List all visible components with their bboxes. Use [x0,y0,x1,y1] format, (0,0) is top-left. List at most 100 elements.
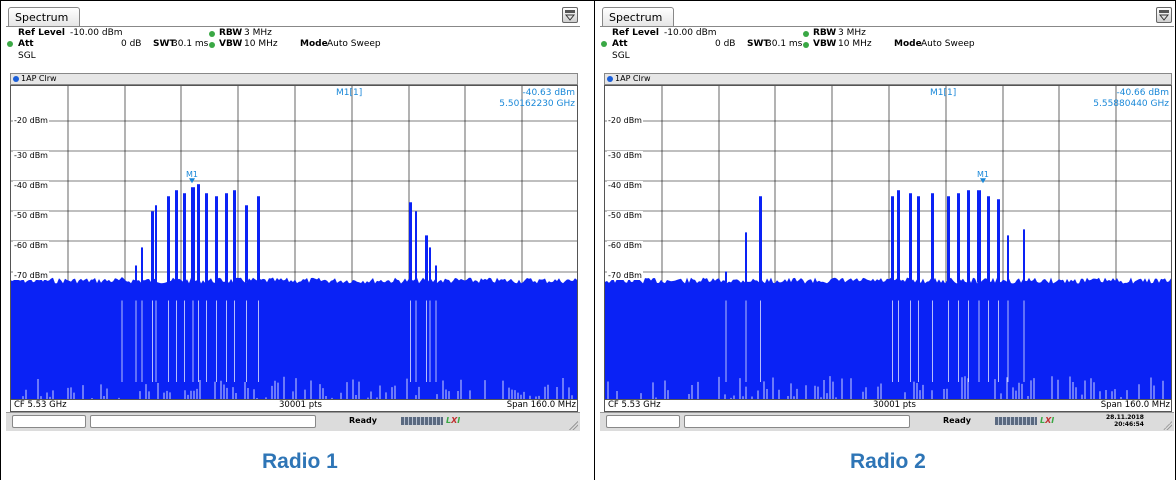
settings-header: Ref Level -10.00 dBm Att 0 dB SWT 30.1 m… [6,27,580,73]
signal-peak [947,196,950,283]
vbw-value[interactable]: 10 MHz [244,39,278,49]
date-time: 28.11.2018 20:46:54 [1106,414,1144,428]
y-axis-label: -40 dBm [13,181,49,190]
vbw-label: VBW [219,39,243,49]
resize-grip-icon[interactable] [1162,420,1172,430]
marker-readout: -40.66 dBm 5.55880440 GHz [1093,88,1169,110]
ref-level-value[interactable]: -10.00 dBm [664,28,717,38]
signal-peak [1023,229,1025,283]
progress-bar [401,417,443,425]
swt-value[interactable]: 30.1 ms [766,39,803,49]
att-value[interactable]: 0 dB [715,39,736,49]
status-message-field[interactable] [90,415,316,428]
spectrum-plot[interactable]: -20 dBm -30 dBm -40 dBm -50 dBm -60 dBm … [10,85,578,412]
status-bar: Ready LXI 28.11.2018 20:46:54 [600,412,1174,431]
settings-header: Ref Level -10.00 dBm Att 0 dB SWT 30.1 m… [600,27,1174,73]
marker-frequency: 5.50162230 GHz [499,99,575,109]
caption-radio-2: Radio 2 [850,450,926,473]
y-axis-label: -70 dBm [13,271,49,280]
signal-peak [233,190,236,283]
status-field[interactable] [606,415,680,428]
progress-bar [995,417,1037,425]
marker-name: M1[1] [930,88,957,98]
signal-peak [745,232,747,283]
signal-peak [245,205,248,283]
signal-peak [197,184,200,283]
signal-peak [909,193,912,283]
signal-peak [917,196,920,283]
swt-label: SWT [747,39,770,49]
mode-value[interactable]: Auto Sweep [921,39,975,49]
signal-peak [435,265,437,283]
status-ready: Ready [349,416,377,425]
y-axis-label: -30 dBm [607,151,643,160]
tab-spectrum[interactable]: Spectrum [602,7,674,26]
signal-peak [409,202,412,283]
rbw-label: RBW [219,28,243,38]
center-frequency[interactable]: CF 5.53 GHz [608,400,661,410]
signal-peak [429,247,431,283]
signal-peak [121,277,123,283]
mode-value[interactable]: Auto Sweep [327,39,381,49]
status-message-field[interactable] [684,415,910,428]
trace-indicator-icon [13,76,19,82]
signal-peak [891,196,894,283]
resize-grip-icon[interactable] [568,420,578,430]
signal-peak [957,193,960,283]
sweep-points[interactable]: 30001 pts [873,400,916,410]
marker-tag: M1 [186,170,198,179]
y-axis-label: -60 dBm [607,241,643,250]
signal-peak [151,211,154,283]
y-axis-label: -20 dBm [607,116,643,125]
marker-icon[interactable] [980,178,986,184]
frame-top-border [0,0,1176,1]
marker-level: -40.63 dBm [522,88,575,98]
signal-peak [997,199,1000,283]
rbw-value[interactable]: 3 MHz [244,28,272,38]
att-value[interactable]: 0 dB [121,39,142,49]
swt-value[interactable]: 30.1 ms [172,39,209,49]
vbw-coupled-icon [803,42,809,48]
spectrum-plot[interactable]: -20 dBm -30 dBm -40 dBm -50 dBm -60 dBm … [604,85,1172,412]
rbw-coupled-icon [209,31,215,37]
trace-header: 1AP Clrw [604,73,1172,85]
sweep-points[interactable]: 30001 pts [279,400,322,410]
frame-divider [594,0,595,480]
caption-radio-1: Radio 1 [262,450,338,473]
trace-header: 1AP Clrw [10,73,578,85]
frame-left-border [0,0,1,480]
status-field[interactable] [12,415,86,428]
spectrum-trace-canvas[interactable] [605,86,1172,412]
marker-name: M1[1] [336,88,363,98]
noise-floor-trace [11,277,577,402]
vbw-value[interactable]: 10 MHz [838,39,872,49]
plot-footer: CF 5.53 GHz 30001 pts Span 160.0 MHz [11,399,577,411]
signal-peak [183,193,186,283]
noise-floor-trace [605,277,1171,402]
y-axis-label: -40 dBm [607,181,643,190]
signal-peak [415,211,417,283]
y-axis-label: -70 dBm [607,271,643,280]
ref-level-value[interactable]: -10.00 dBm [70,28,123,38]
trace-label: 1AP Clrw [615,74,651,83]
center-frequency[interactable]: CF 5.53 GHz [14,400,67,410]
att-coupled-icon [601,41,607,47]
span[interactable]: Span 160.0 MHz [506,400,576,410]
marker-icon[interactable] [189,178,195,184]
span[interactable]: Span 160.0 MHz [1100,400,1170,410]
signal-peak [725,271,727,283]
rbw-coupled-icon [803,31,809,37]
lxi-icon: LXI [446,416,461,425]
tab-spectrum[interactable]: Spectrum [8,7,80,26]
signal-peak [225,193,228,283]
spectrum-trace-canvas[interactable] [11,86,578,412]
dropdown-icon [1158,10,1170,21]
window-menu-button[interactable] [562,7,578,23]
tab-underline [6,26,580,27]
spectrum-panel-radio-1: Spectrum Ref Level -10.00 dBm Att 0 dB S… [6,6,580,431]
rbw-value[interactable]: 3 MHz [838,28,866,38]
window-menu-button[interactable] [1156,7,1172,23]
signal-peak [167,196,170,283]
marker-readout: -40.63 dBm 5.50162230 GHz [499,88,575,110]
tab-underline [600,26,1174,27]
